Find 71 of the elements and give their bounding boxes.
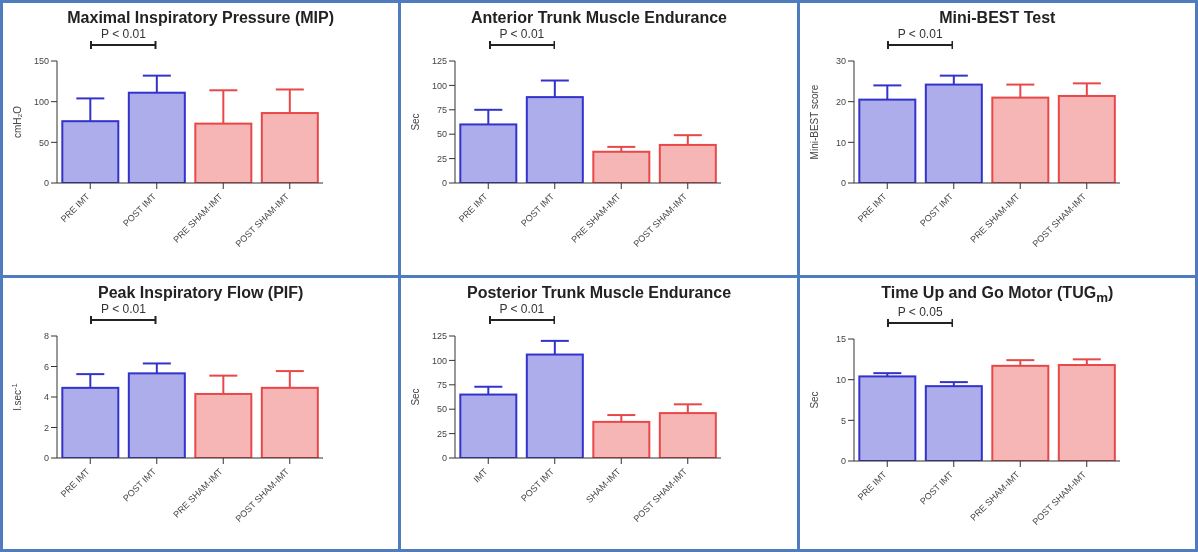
bar (592, 420, 651, 458)
y-tick-label: 0 (442, 178, 448, 189)
bar (260, 386, 319, 458)
x-tick-label: IMT (471, 465, 491, 484)
chart-title: Maximal Inspiratory Pressure (MIP) (66, 9, 336, 27)
y-tick-label: 0 (840, 455, 846, 466)
y-tick-label: 10 (835, 137, 846, 148)
y-tick-label: 6 (43, 361, 49, 372)
text: P < 0.05 (896, 304, 944, 319)
y-tick-label: 50 (437, 403, 448, 414)
y-tick-label: 15 (835, 333, 846, 344)
bar (127, 371, 186, 458)
y-tick-label: 0 (840, 178, 846, 189)
bar (127, 91, 186, 183)
bar (61, 120, 120, 183)
text: P < 0.01 (100, 301, 147, 316)
y-tick-label: 25 (437, 428, 448, 439)
text: P < 0.01 (100, 27, 147, 41)
y-tick-label: 0 (43, 452, 49, 463)
y-axis-title: Sec (808, 391, 820, 409)
bar (1057, 94, 1116, 183)
bar (61, 386, 120, 458)
y-tick-label: 100 (432, 80, 448, 91)
y-tick-label: 75 (437, 379, 448, 390)
bar (659, 143, 718, 183)
bar (990, 364, 1049, 461)
bar (194, 122, 253, 183)
y-axis-title: Sec (410, 387, 422, 406)
chart-title: Peak Inspiratory Flow (PIF) (96, 283, 305, 302)
bar (526, 353, 585, 458)
bar (260, 112, 319, 183)
bar (592, 150, 651, 183)
bar (526, 96, 585, 183)
chart-title: Posterior Trunk Muscle Endurance (465, 283, 733, 302)
y-tick-label: 0 (43, 178, 49, 189)
text: P < 0.01 (498, 27, 546, 41)
y-tick-label: 125 (432, 56, 448, 67)
bar (194, 392, 253, 458)
y-tick-label: 150 (33, 56, 49, 67)
chart-title: Mini-BEST Test (938, 9, 1057, 27)
bar (857, 375, 916, 461)
y-tick-label: 100 (432, 355, 448, 366)
y-tick-label: 4 (43, 391, 49, 402)
bar (459, 123, 518, 183)
y-tick-label: 100 (33, 96, 49, 107)
y-tick-label: 30 (835, 56, 846, 67)
bar (924, 384, 983, 461)
chart-title: Time Up and Go Motor (TUG$_{m}$) (880, 283, 1115, 305)
y-axis-title: Sec (410, 113, 422, 131)
y-tick-label: 2 (43, 422, 49, 433)
y-tick-label: 50 (437, 129, 448, 140)
bar (857, 98, 916, 183)
y-axis-title: cmH₂O (12, 105, 23, 139)
y-tick-label: 0 (442, 452, 448, 463)
bar (659, 411, 718, 458)
y-tick-label: 20 (835, 96, 846, 107)
y-tick-label: 10 (835, 374, 846, 385)
bar (459, 393, 518, 458)
text: P < 0.01 (896, 27, 944, 41)
y-tick-label: 125 (432, 330, 448, 341)
y-tick-label: 75 (437, 105, 448, 115)
bar (1057, 363, 1116, 461)
chart-title: Anterior Trunk Muscle Endurance (469, 9, 728, 27)
y-tick-label: 25 (437, 153, 448, 164)
y-axis-title: Mini-BEST score (808, 84, 820, 160)
text: P < 0.01 (498, 301, 546, 316)
y-tick-label: 8 (43, 330, 49, 341)
bar (924, 83, 983, 183)
y-tick-label: 5 (840, 415, 846, 426)
y-tick-label: 50 (38, 137, 49, 148)
bar (990, 96, 1049, 183)
